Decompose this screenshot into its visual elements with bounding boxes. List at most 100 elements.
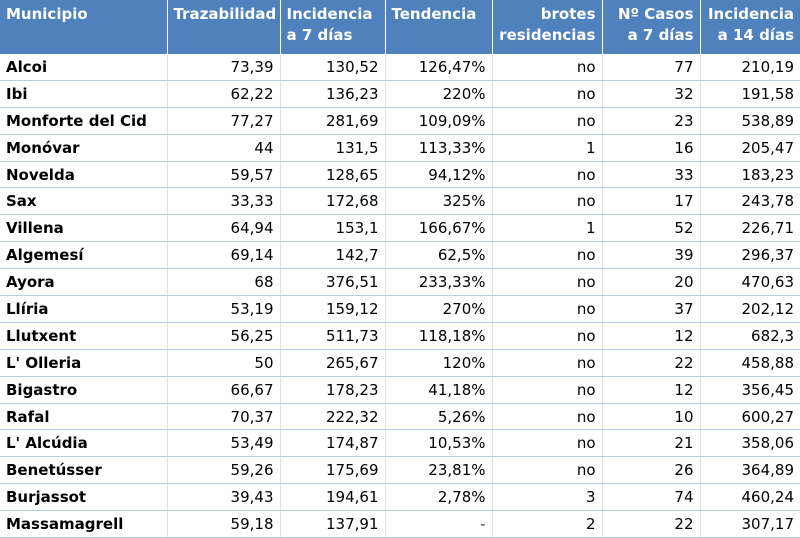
cell-casos: 33 xyxy=(602,161,701,189)
cell-trazabilidad: 44 xyxy=(167,134,281,162)
cell-trazabilidad: 59,18 xyxy=(167,510,281,538)
cell-incidencia-7: 376,51 xyxy=(280,268,386,297)
table-header: Municipio Trazabilidad Incidencia a 7 día… xyxy=(0,0,800,54)
table-row: Ibi 62,22 136,23 220% no 32 191,58 xyxy=(0,80,800,108)
table-row: Massamagrell 59,18 137,91-2 22 307,17 xyxy=(0,510,800,538)
cell-tendencia: 62,5% xyxy=(385,241,493,270)
cell-incidencia-14: 470,63 xyxy=(700,268,800,297)
cell-incidencia-7: 178,23 xyxy=(280,376,386,404)
cell-incidencia-7: 159,12 xyxy=(280,295,386,323)
cell-incidencia-14: 538,89 xyxy=(700,107,800,135)
cell-incidencia-7: 136,23 xyxy=(280,80,386,108)
cell-incidencia-14: 307,17 xyxy=(700,510,800,538)
cell-trazabilidad: 39,43 xyxy=(167,483,281,512)
cell-tendencia: 118,18% xyxy=(385,322,493,350)
cell-brotes: 3 xyxy=(492,483,603,512)
table-row: Monóvar 44 131,5 113,33% 1 16 205,47 xyxy=(0,134,800,162)
cell-incidencia-14: 364,89 xyxy=(700,456,800,485)
cell-brotes: no xyxy=(492,295,603,323)
cell-casos: 32 xyxy=(602,80,701,108)
cell-incidencia-14: 226,71 xyxy=(700,214,800,243)
cell-incidencia-14: 296,37 xyxy=(700,241,800,270)
table-row: Monforte del Cid 77,27 281,69 109,09% no 23 53… xyxy=(0,107,800,135)
cell-trazabilidad: 64,94 xyxy=(167,214,281,243)
cell-tendencia: 5,26% xyxy=(385,403,493,431)
cell-tendencia: 41,18% xyxy=(385,376,493,404)
cell-brotes: no xyxy=(492,241,603,270)
cell-municipio: Bigastro xyxy=(0,376,168,404)
cell-brotes: no xyxy=(492,349,603,377)
cell-incidencia-14: 191,58 xyxy=(700,80,800,108)
cell-brotes: no xyxy=(492,429,603,458)
table-row: L' Alcúdia 53,49 174,87 10,53% no 21 358,06 xyxy=(0,429,800,458)
cell-municipio: Massamagrell xyxy=(0,510,168,538)
cell-municipio: Novelda xyxy=(0,161,168,189)
cell-casos: 12 xyxy=(602,322,701,350)
cell-casos: 26 xyxy=(602,456,701,485)
cell-brotes: no xyxy=(492,54,603,81)
cell-municipio: Ayora xyxy=(0,268,168,297)
cell-municipio: Villena xyxy=(0,214,168,243)
cell-municipio: Algemesí xyxy=(0,241,168,270)
cell-incidencia-7: 175,69 xyxy=(280,456,386,485)
table-row: Burjassot 39,43 194,61 2,78% 3 74 460,24 xyxy=(0,483,800,512)
table-row: Rafal 70,37 222,32 5,26% no 10 600,27 xyxy=(0,403,800,431)
cell-incidencia-14: 202,12 xyxy=(700,295,800,323)
cell-incidencia-7: 131,5 xyxy=(280,134,386,162)
cell-trazabilidad: 62,22 xyxy=(167,80,281,108)
cell-trazabilidad: 68 xyxy=(167,268,281,297)
cell-tendencia: 166,67% xyxy=(385,214,493,243)
cell-tendencia: 2,78% xyxy=(385,483,493,512)
cell-incidencia-14: 458,88 xyxy=(700,349,800,377)
cell-municipio: Monforte del Cid xyxy=(0,107,168,135)
cell-casos: 21 xyxy=(602,429,701,458)
cell-trazabilidad: 70,37 xyxy=(167,403,281,431)
cell-brotes: no xyxy=(492,187,603,216)
cell-trazabilidad: 66,67 xyxy=(167,376,281,404)
cell-incidencia-14: 682,3 xyxy=(700,322,800,350)
cell-casos: 23 xyxy=(602,107,701,135)
cell-brotes: 2 xyxy=(492,510,603,538)
cell-incidencia-7: 142,7 xyxy=(280,241,386,270)
cell-municipio: Monóvar xyxy=(0,134,168,162)
cell-brotes: no xyxy=(492,161,603,189)
cell-tendencia: 220% xyxy=(385,80,493,108)
cell-brotes: no xyxy=(492,80,603,108)
table-row: Algemesí 69,14 142,7 62,5% no 39 296,37 xyxy=(0,241,800,270)
cell-tendencia: 233,33% xyxy=(385,268,493,297)
cell-brotes: no xyxy=(492,456,603,485)
cell-casos: 22 xyxy=(602,349,701,377)
cell-municipio: Burjassot xyxy=(0,483,168,512)
cell-tendencia: 23,81% xyxy=(385,456,493,485)
header-incidencia-7: Incidencia a 7 días xyxy=(280,0,386,54)
cell-incidencia-14: 358,06 xyxy=(700,429,800,458)
cell-casos: 37 xyxy=(602,295,701,323)
cell-casos: 16 xyxy=(602,134,701,162)
header-municipio: Municipio xyxy=(0,0,168,54)
cell-municipio: Sax xyxy=(0,187,168,216)
cell-brotes: 1 xyxy=(492,134,603,162)
cell-brotes: no xyxy=(492,107,603,135)
cell-brotes: no xyxy=(492,376,603,404)
cell-incidencia-7: 511,73 xyxy=(280,322,386,350)
cell-municipio: Llutxent xyxy=(0,322,168,350)
cell-trazabilidad: 77,27 xyxy=(167,107,281,135)
cell-trazabilidad: 73,39 xyxy=(167,54,281,81)
table-row: Llutxent 56,25 511,73 118,18% no 12 682,3 xyxy=(0,322,800,350)
cell-casos: 20 xyxy=(602,268,701,297)
cell-casos: 22 xyxy=(602,510,701,538)
cell-incidencia-14: 460,24 xyxy=(700,483,800,512)
cell-brotes: no xyxy=(492,322,603,350)
cell-tendencia: 325% xyxy=(385,187,493,216)
header-brotes-residencias: brotes residencias xyxy=(492,0,603,54)
cell-brotes: no xyxy=(492,268,603,297)
table-row: Llíria 53,19 159,12 270% no 37 202,12 xyxy=(0,295,800,323)
cell-tendencia: 94,12% xyxy=(385,161,493,189)
cell-municipio: Llíria xyxy=(0,295,168,323)
table-row: Villena 64,94 153,1 166,67% 1 52 226,71 xyxy=(0,214,800,243)
cell-brotes: 1 xyxy=(492,214,603,243)
table-row: L' Olleria 50 265,67 120% no 22 458,88 xyxy=(0,349,800,377)
cell-municipio: Benetússer xyxy=(0,456,168,485)
cell-tendencia: 113,33% xyxy=(385,134,493,162)
